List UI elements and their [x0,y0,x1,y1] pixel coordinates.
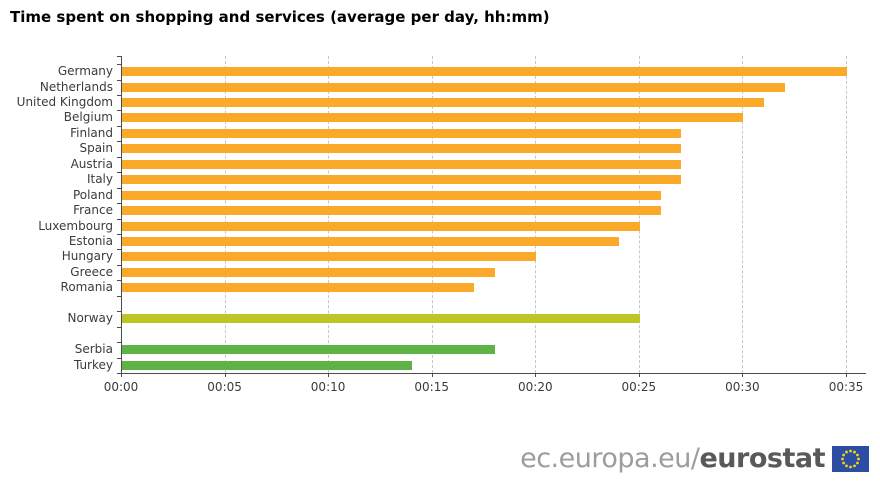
y-tick-mark [117,280,121,282]
category-label-united-kingdom: United Kingdom [16,94,113,109]
x-tick-mark [328,373,330,377]
category-label-germany: Germany [57,64,113,78]
category-label-italy: Italy [86,172,113,187]
bar-united-kingdom [122,97,765,107]
y-tick-mark [117,56,121,57]
x-tick-label: 00:30 [725,380,760,394]
y-tick-mark [117,233,121,235]
y-tick-mark [117,311,121,313]
bar-serbia [122,345,495,355]
bar-luxembourg [122,221,640,231]
y-tick-mark [117,342,121,344]
x-tick-label: 00:25 [621,380,657,394]
category-label-spain: Spain [79,141,113,156]
y-tick-mark [117,264,121,266]
x-tick-label: 00:20 [518,380,553,394]
category-label-romania: Romania [60,280,113,295]
x-tick-mark [846,373,847,377]
footer-url-prefix: ec.europa.eu/ [520,443,700,474]
x-tick-mark [742,373,744,377]
y-tick-mark [117,295,121,297]
category-label-greece: Greece [70,264,113,279]
category-label-estonia: Estonia [68,233,113,248]
y-tick-mark [117,79,121,81]
x-tick-mark [638,373,640,377]
bar-romania [122,283,475,293]
bar-netherlands [122,82,785,92]
y-tick-mark [117,326,121,328]
y-tick-mark [117,141,121,143]
eurostat-watermark: ec.europa.eu/eurostat [520,443,869,474]
bar-italy [122,175,682,185]
bar-france [122,206,661,215]
bar-greece [122,267,495,277]
category-label-netherlands: Netherlands [39,79,113,94]
bar-spain [122,144,682,154]
category-label-hungary: Hungary [61,249,113,264]
x-tick-mark [121,373,122,377]
gridline [742,56,744,373]
x-axis-line [121,373,866,374]
y-tick-mark [117,64,121,65]
bar-belgium [122,113,744,123]
bar-germany [122,67,847,76]
gridline [846,56,847,373]
category-label-finland: Finland [70,125,113,140]
category-label-serbia: Serbia [74,342,113,357]
eu-flag-icon [832,445,869,472]
bar-turkey [122,360,412,370]
y-tick-mark [117,110,121,112]
bar-austria [122,159,682,169]
y-axis-line [121,56,122,374]
y-tick-mark [117,187,121,189]
y-tick-mark [117,94,121,96]
x-tick-mark [431,373,433,377]
x-tick-label: 00:05 [207,380,242,394]
bar-hungary [122,252,537,262]
bar-finland [122,128,682,138]
category-label-belgium: Belgium [63,110,113,125]
x-tick-label: 00:10 [310,380,346,394]
category-label-luxembourg: Luxembourg [38,218,113,233]
category-label-austria: Austria [70,156,113,171]
chart-title: Time spent on shopping and services (ave… [10,8,550,26]
y-tick-mark [117,249,121,251]
y-tick-mark [117,172,121,174]
bar-estonia [122,236,620,246]
category-label-norway: Norway [67,311,113,326]
x-tick-label: 00:00 [103,380,139,394]
bar-poland [122,190,661,200]
y-tick-mark [117,203,121,204]
footer-url-bold: eurostat [699,443,825,474]
category-label-turkey: Turkey [73,357,113,372]
x-tick-mark [535,373,537,377]
x-tick-mark [224,373,226,377]
y-tick-mark [117,125,121,127]
category-label-france: France [73,203,113,217]
y-tick-mark [117,373,121,374]
bar-norway [122,314,640,324]
category-label-poland: Poland [72,187,113,202]
y-tick-mark [117,357,121,359]
y-tick-mark [117,156,121,158]
y-tick-mark [117,218,121,220]
x-tick-label: 00:15 [414,380,449,394]
x-tick-label: 00:35 [828,380,864,394]
